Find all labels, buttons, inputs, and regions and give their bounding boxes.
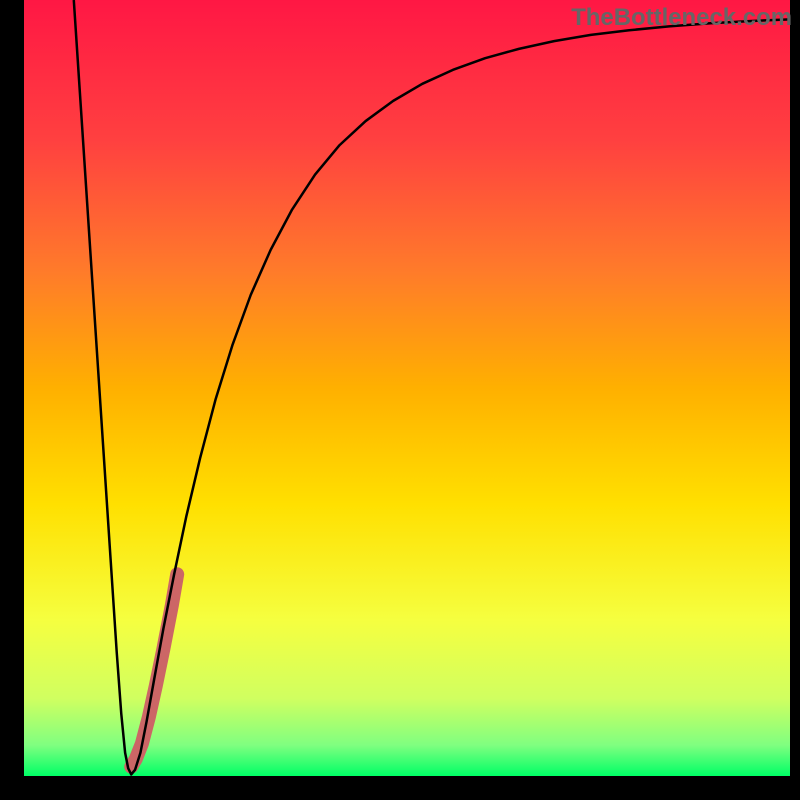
chart-border-left xyxy=(0,0,24,800)
chart-border-bottom xyxy=(0,776,800,800)
watermark-text: TheBottleneck.com xyxy=(571,4,792,32)
chart-border-right xyxy=(790,0,800,800)
plot-background xyxy=(24,0,790,776)
chart-container: TheBottleneck.com xyxy=(0,0,800,800)
chart-svg xyxy=(0,0,800,800)
